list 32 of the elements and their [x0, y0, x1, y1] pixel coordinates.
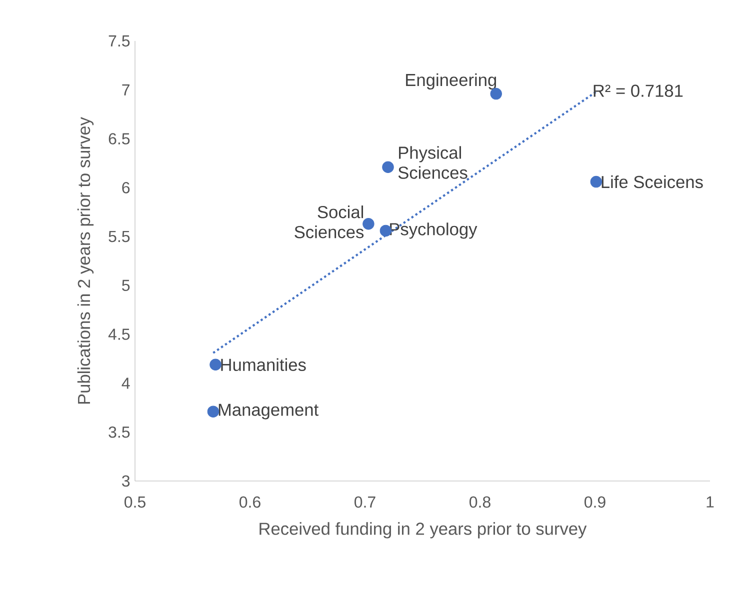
annotation: Management	[218, 404, 318, 420]
annotation: Social Sciences	[294, 206, 364, 238]
y-tick-label: 4	[122, 378, 130, 389]
annotation: R² = 0.7181	[594, 84, 683, 97]
y-tick-label: 5.5	[108, 230, 130, 242]
y-tick-label: 6.5	[108, 133, 130, 144]
y-tick-label: 5	[122, 280, 130, 292]
annotation: Humanities	[221, 358, 306, 372]
annotation: Physical Sciences	[398, 146, 468, 179]
y-axis-title: Publications in 2 years prior to survey	[77, 117, 94, 404]
x-tick-label: 1	[706, 496, 714, 508]
y-tick-label: 7.5	[108, 35, 130, 47]
x-tick-label: 0.8	[470, 496, 490, 508]
point	[382, 161, 394, 174]
y-tick-label: 3	[122, 475, 130, 487]
point	[490, 88, 502, 100]
y-tick-label: 4.5	[108, 328, 130, 340]
annotation: Psychology	[390, 222, 478, 239]
point	[590, 176, 602, 188]
annotation: Life Sceicens	[602, 175, 703, 188]
x-tick-label: 0.7	[354, 496, 376, 508]
y-tick-label: 3.5	[108, 426, 130, 438]
point	[362, 218, 374, 230]
x-tick-label: 0.6	[240, 496, 260, 508]
annotation: Engineering	[406, 73, 496, 90]
point	[207, 406, 220, 418]
point	[210, 358, 222, 371]
y-tick-label: 7	[122, 84, 130, 96]
x-tick-label: 0.5	[124, 496, 146, 508]
y-tick-label: 6	[122, 182, 130, 194]
x-axis-title: Received funding in 2 years prior to survey	[260, 522, 587, 538]
x-tick-label: 0.9	[584, 496, 606, 508]
